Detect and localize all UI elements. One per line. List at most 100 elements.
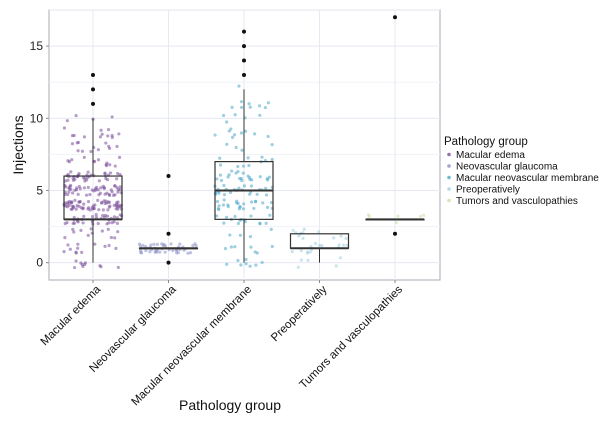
jitter-point [74,250,78,254]
jitter-point [241,164,246,168]
jitter-point [82,186,86,190]
jitter-point [269,227,273,231]
jitter-point [233,214,237,219]
jitter-point [114,246,118,250]
jitter-point [268,213,272,217]
jitter-point [253,132,257,136]
jitter-point [188,251,193,255]
jitter-point [106,134,110,138]
jitter-point [239,131,244,135]
jitter-point [103,244,107,248]
jitter-point [394,221,398,225]
jitter-point [96,148,100,152]
jitter-point [232,133,237,137]
jitter-point [345,243,349,247]
jitter-point [215,177,219,181]
jitter-point [238,177,242,181]
jitter-point [264,186,268,190]
jitter-point [248,264,252,268]
jitter-point [94,185,99,189]
jitter-point [176,251,180,255]
jitter-point [236,258,240,263]
jitter-point [98,264,102,268]
jitter-point [108,171,113,175]
jitter-point [80,149,85,153]
jitter-point [248,234,253,239]
jitter-point [103,213,107,218]
boxes [63,89,425,263]
jitter-point [109,235,113,240]
jitter-point [246,174,250,178]
jitter-point [73,198,77,202]
jitter-point [106,208,110,212]
x-tick-label: Preoperatively [269,283,330,344]
jitter-point [225,120,229,124]
jitter-point [103,192,107,196]
jitter-point [66,192,70,197]
jitter-point [86,170,90,174]
legend-key [447,152,451,157]
jitter-point [222,198,226,202]
jitter-point [81,221,85,225]
jitter-point [239,100,244,104]
jitter-point [93,242,97,246]
jitter-point [88,193,92,197]
jitter-point [338,256,343,260]
jitter-point [216,207,220,211]
x-tick-label: Neovascular glaucoma [87,283,179,375]
jitter-point [301,236,305,240]
jitter-point [110,135,114,140]
jitter-point [108,146,112,150]
jitter-point [243,129,248,133]
jitter-point [230,169,234,173]
jitter-point [88,208,92,212]
jitter-point [94,212,98,217]
jitter-point [239,263,243,267]
jitter-point [63,235,67,240]
jitter-point [332,236,336,240]
jitter-point [81,206,85,210]
jitter-point [96,221,100,226]
jitter-point [240,148,244,152]
jitter-point [171,249,175,253]
jitter-point [110,221,114,225]
jitter-point [107,243,111,248]
jitter-point [222,183,226,188]
legend-key [447,164,451,168]
jitter-point [76,242,80,246]
jitter-point [73,188,77,192]
jitter-point [72,205,76,210]
jitter-point [62,250,66,254]
jitter-point [149,243,153,247]
jitter-point [242,184,247,188]
jitter-point [79,228,83,232]
jitter-point [66,159,70,163]
jitter-point [98,135,103,139]
outlier-point [242,58,246,63]
jitter-point [236,221,241,226]
jitter-point [215,199,220,204]
x-axis-label: Pathology group [179,397,281,413]
jitter-point [72,230,76,234]
jitter-point [255,251,259,255]
jitter-point [225,262,229,266]
jitter-point [82,202,86,206]
jitter-point [97,179,101,183]
jitter-point [239,105,244,110]
jitter-point [111,193,116,197]
jitter-point [237,186,241,190]
jitter-point [218,163,223,167]
legend-item-label: Tumors and vasculopathies [456,196,578,207]
jitter-point [217,204,221,208]
jitter-point [258,221,262,225]
jitter-point [96,158,101,162]
jitter-point [70,133,75,138]
jitter-point [144,249,148,253]
y-axis-label: Injections [10,115,26,174]
jitter-point [249,245,253,249]
jitter-point [76,149,80,153]
jitter-point [110,115,114,119]
jitter-point [213,133,217,137]
outlier-point [91,87,95,92]
jitter-point [137,242,142,246]
